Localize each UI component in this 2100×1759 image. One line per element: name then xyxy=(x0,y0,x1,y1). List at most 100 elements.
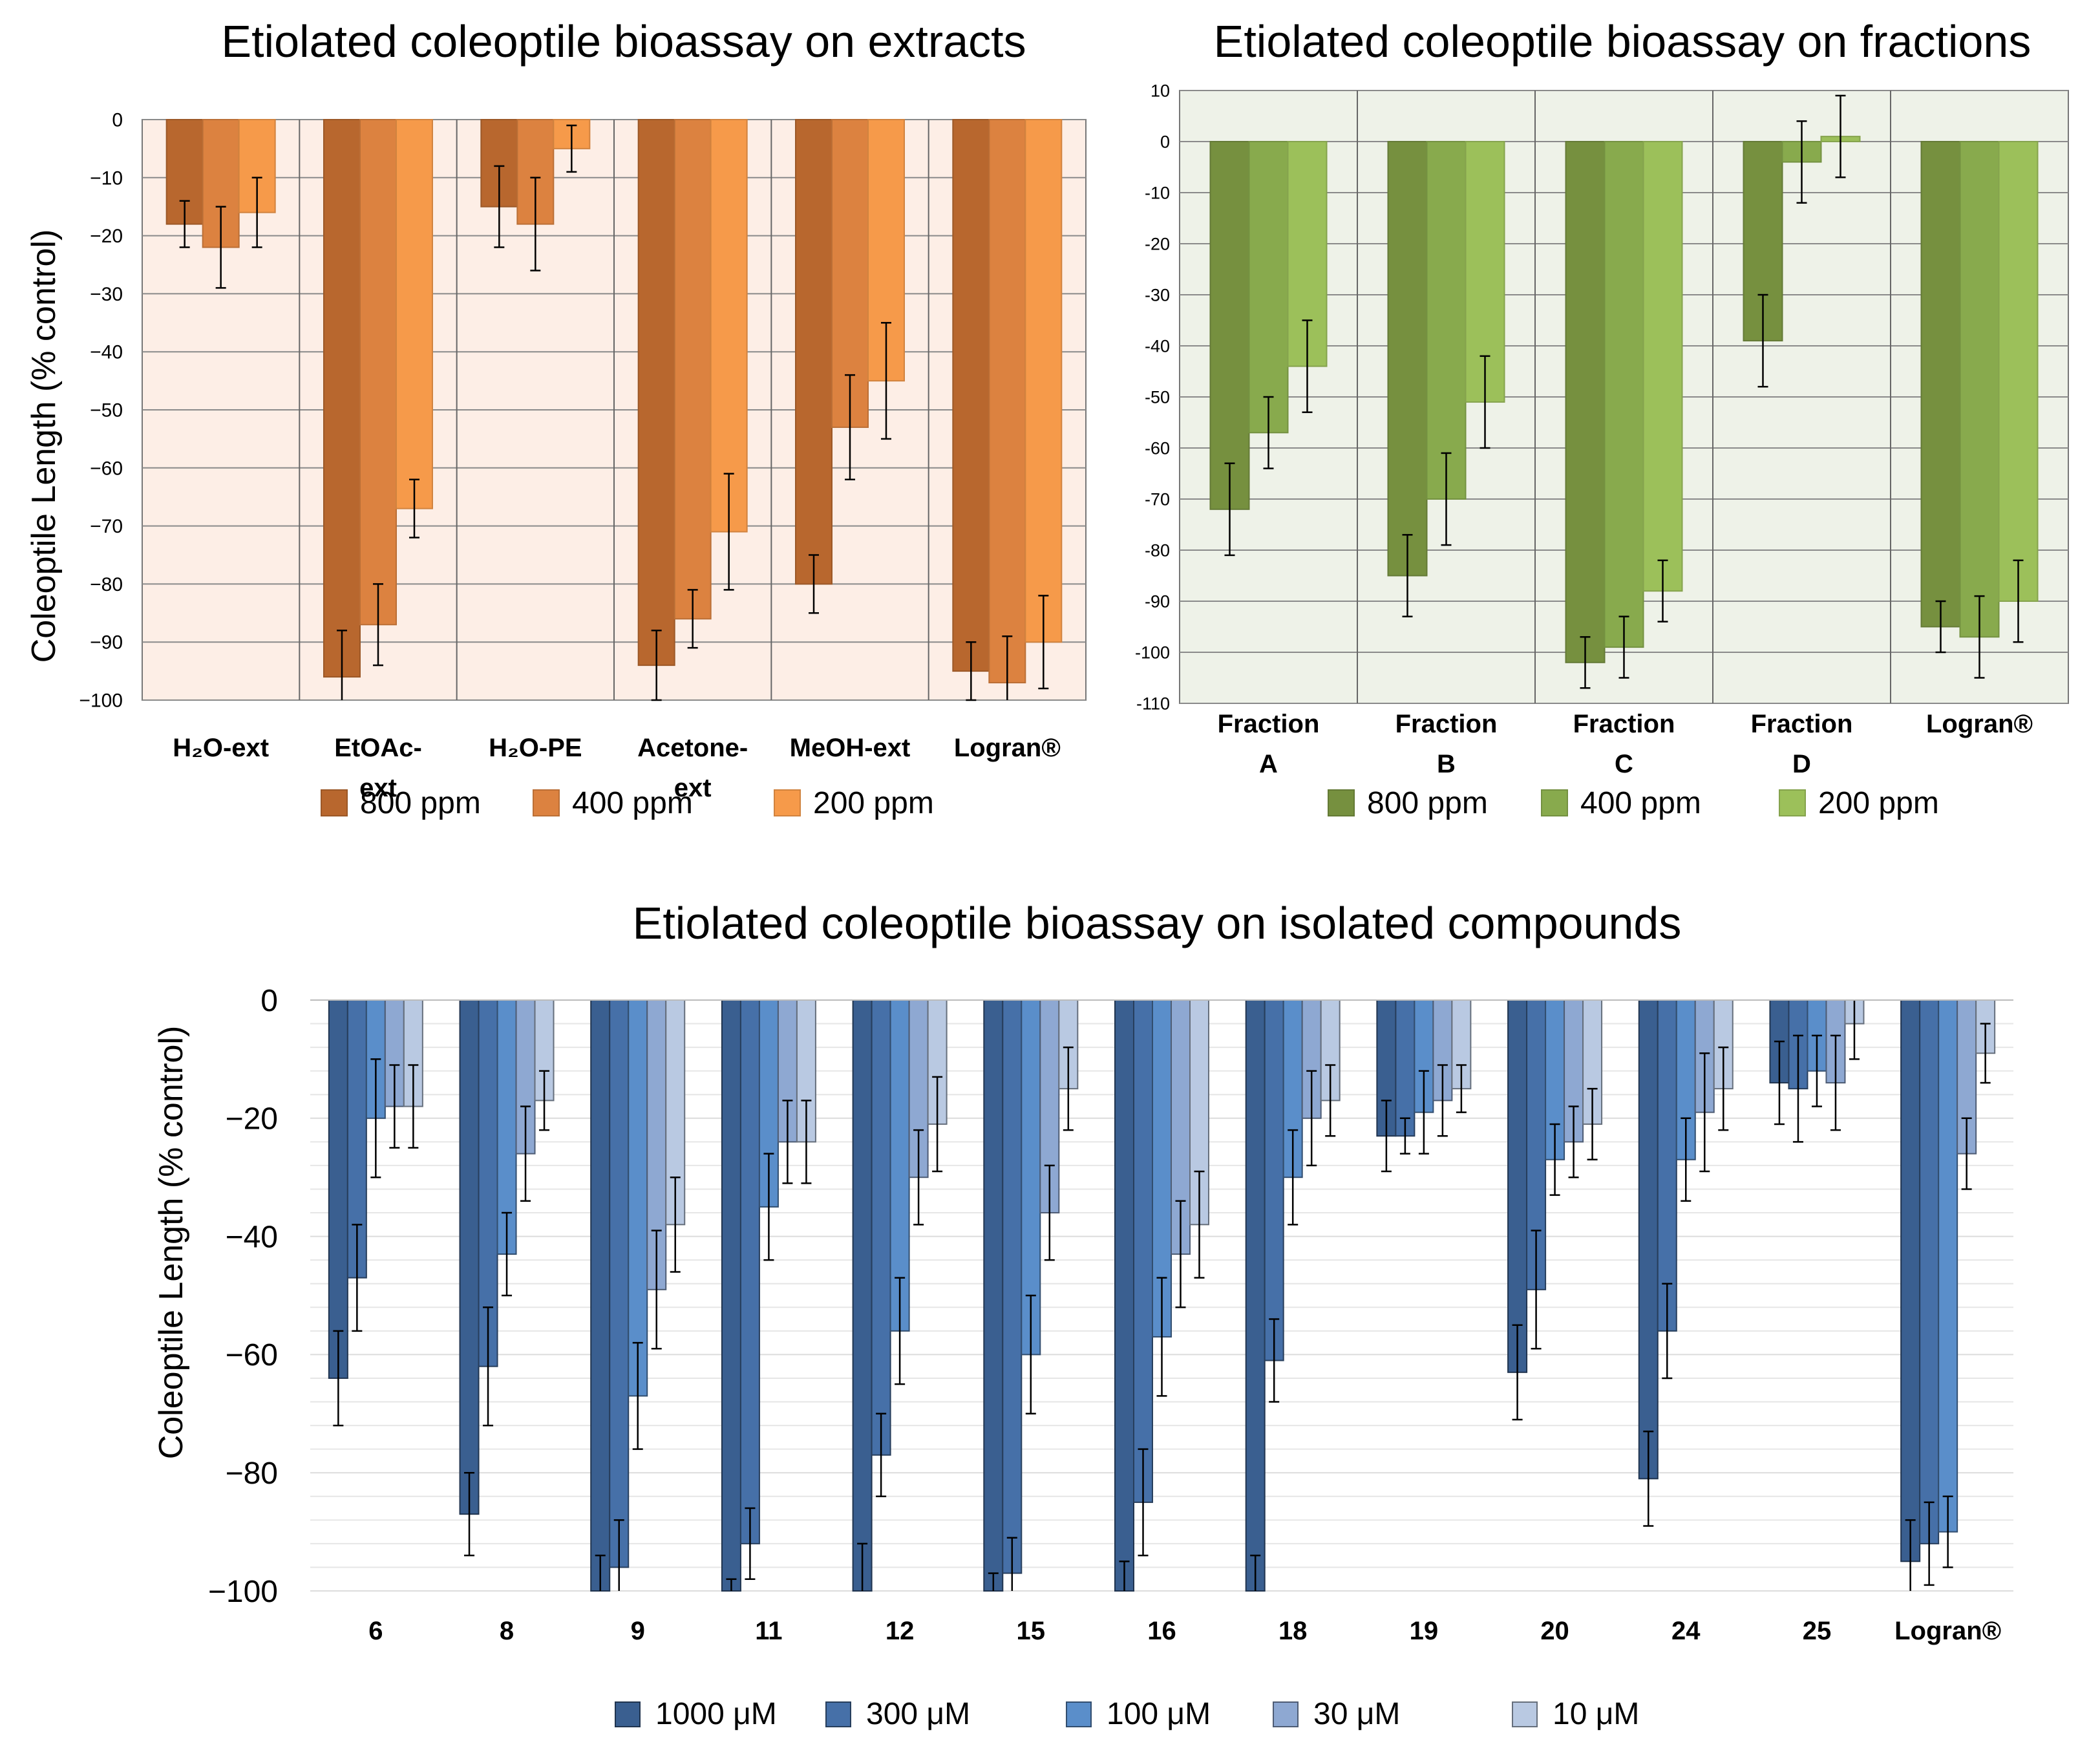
compounds-legend-swatch xyxy=(825,1701,851,1727)
extracts-category-label: ext xyxy=(359,774,397,802)
fractions-bar xyxy=(1604,141,1644,648)
compounds-legend-label: 100 μM xyxy=(1107,1697,1211,1731)
extracts-y-tick-label: −100 xyxy=(79,690,123,712)
compounds-bar xyxy=(628,999,648,1397)
extracts-category-label: H₂O-ext xyxy=(173,734,269,762)
fractions-bar xyxy=(1959,141,2000,638)
compounds-category-label: 11 xyxy=(755,1617,782,1645)
fractions-legend-label: 400 ppm xyxy=(1580,786,1701,820)
extracts-bar xyxy=(396,119,433,509)
compounds-category-label: 15 xyxy=(1017,1617,1046,1645)
fractions-legend-swatch xyxy=(1541,789,1568,816)
fractions-y-tick-label: -20 xyxy=(1145,234,1170,253)
compounds-bar xyxy=(1395,999,1416,1137)
fractions-bar xyxy=(1465,141,1505,403)
extracts-bar xyxy=(673,119,712,620)
fractions-y-tick-label: 0 xyxy=(1160,132,1170,151)
compounds-category-label: 19 xyxy=(1410,1617,1439,1645)
fractions-category-label: Fraction xyxy=(1218,710,1320,738)
compounds-bar xyxy=(609,999,630,1568)
fractions-y-tick-label: -110 xyxy=(1136,694,1170,713)
compounds-bar xyxy=(1114,999,1134,1592)
fractions-legend-swatch xyxy=(1779,789,1806,816)
extracts-legend-swatch xyxy=(533,789,560,816)
compounds-category-label: 16 xyxy=(1147,1617,1176,1645)
compounds-bar xyxy=(328,999,348,1379)
fractions-y-tick-label: -30 xyxy=(1145,285,1170,304)
compounds-legend-label: 1000 μM xyxy=(655,1697,777,1731)
compounds-category-label: 24 xyxy=(1671,1617,1701,1645)
compounds-bar xyxy=(1002,999,1023,1574)
extracts-y-tick-label: −20 xyxy=(90,226,123,247)
extracts-y-tick-label: −70 xyxy=(90,516,123,537)
compounds-bar xyxy=(1919,999,1940,1544)
compounds-bar xyxy=(590,999,611,1592)
compounds-category-label: 25 xyxy=(1803,1617,1832,1645)
extracts-bar xyxy=(323,119,361,678)
extracts-category-label: EtOAc- xyxy=(334,734,422,762)
compounds-category-label: Logran® xyxy=(1894,1617,2001,1645)
extracts-bar xyxy=(1024,119,1063,643)
extracts-bar xyxy=(952,119,990,672)
fractions-y-tick-label: -80 xyxy=(1145,540,1170,560)
fractions-bar xyxy=(1565,141,1606,663)
extracts-y-tick-label: −30 xyxy=(90,284,123,305)
compounds-legend-swatch xyxy=(1273,1701,1299,1727)
compounds-category-label: 12 xyxy=(886,1617,915,1645)
compounds-legend-label: 300 μM xyxy=(866,1697,970,1731)
fractions-bar xyxy=(1209,141,1250,510)
compounds-category-label: 6 xyxy=(368,1617,383,1645)
compounds-legend-label: 10 μM xyxy=(1553,1697,1639,1731)
fractions-bar xyxy=(1248,141,1289,434)
extracts-y-tick-label: −60 xyxy=(90,458,123,479)
chart-extracts-ylabel: Coleoptile Length (% control) xyxy=(25,229,63,663)
compounds-category-label: 18 xyxy=(1278,1617,1308,1645)
compounds-bar xyxy=(1657,999,1677,1332)
fractions-bar xyxy=(1387,141,1428,577)
compounds-category-label: 8 xyxy=(500,1617,514,1645)
fractions-category-label: Fraction xyxy=(1573,710,1675,738)
extracts-category-label: MeOH-ext xyxy=(790,734,911,762)
compounds-bar xyxy=(1507,999,1528,1373)
extracts-legend-label: 800 ppm xyxy=(360,786,481,820)
compounds-y-tick-label: −80 xyxy=(226,1456,278,1491)
compounds-y-tick-label: −60 xyxy=(226,1338,278,1372)
fractions-bar xyxy=(1426,141,1467,500)
chart-extracts-title: Etiolated coleoptile bioassay on extract… xyxy=(221,16,1026,67)
compounds-bar xyxy=(983,999,1004,1592)
chart-compounds-title: Etiolated coleoptile bioassay on isolate… xyxy=(633,898,1682,948)
compounds-bar xyxy=(1133,999,1153,1503)
extracts-legend-swatch xyxy=(774,789,801,816)
extracts-bar xyxy=(795,119,833,585)
fractions-y-tick-label: -60 xyxy=(1145,438,1170,458)
fractions-y-tick-label: -70 xyxy=(1145,489,1170,509)
compounds-legend-swatch xyxy=(1512,1701,1538,1727)
extracts-legend-swatch xyxy=(321,789,348,816)
compounds-category-label: 9 xyxy=(631,1617,645,1645)
fractions-category-label: D xyxy=(1792,750,1811,778)
fractions-bar xyxy=(1920,141,1961,628)
extracts-category-label: ext xyxy=(674,774,712,802)
fractions-legend-label: 800 ppm xyxy=(1367,786,1488,820)
chart-compounds-ylabel: Coleoptile Length (% control) xyxy=(153,1026,190,1460)
extracts-bar xyxy=(988,119,1026,684)
fractions-y-tick-label: -90 xyxy=(1145,592,1170,611)
fractions-y-tick-label: 10 xyxy=(1151,81,1170,100)
fractions-category-label: Fraction xyxy=(1395,710,1498,738)
extracts-bar xyxy=(710,119,748,533)
extracts-y-tick-label: −50 xyxy=(90,400,123,421)
compounds-category-label: 20 xyxy=(1540,1617,1569,1645)
extracts-bar xyxy=(359,119,397,626)
compounds-y-tick-label: −40 xyxy=(226,1220,278,1254)
chart-fractions-title: Etiolated coleoptile bioassay on fractio… xyxy=(1214,16,2031,67)
extracts-category-label: Acetone- xyxy=(637,734,748,762)
compounds-bar xyxy=(1938,999,1958,1533)
fractions-y-tick-label: -40 xyxy=(1145,336,1170,356)
compounds-bar xyxy=(871,999,891,1456)
fractions-y-tick-label: -50 xyxy=(1145,387,1170,407)
compounds-bar xyxy=(1264,999,1284,1361)
compounds-y-tick-label: −100 xyxy=(208,1575,278,1609)
compounds-bar xyxy=(1245,999,1266,1592)
compounds-bar xyxy=(739,999,760,1544)
extracts-y-tick-label: 0 xyxy=(112,110,123,131)
